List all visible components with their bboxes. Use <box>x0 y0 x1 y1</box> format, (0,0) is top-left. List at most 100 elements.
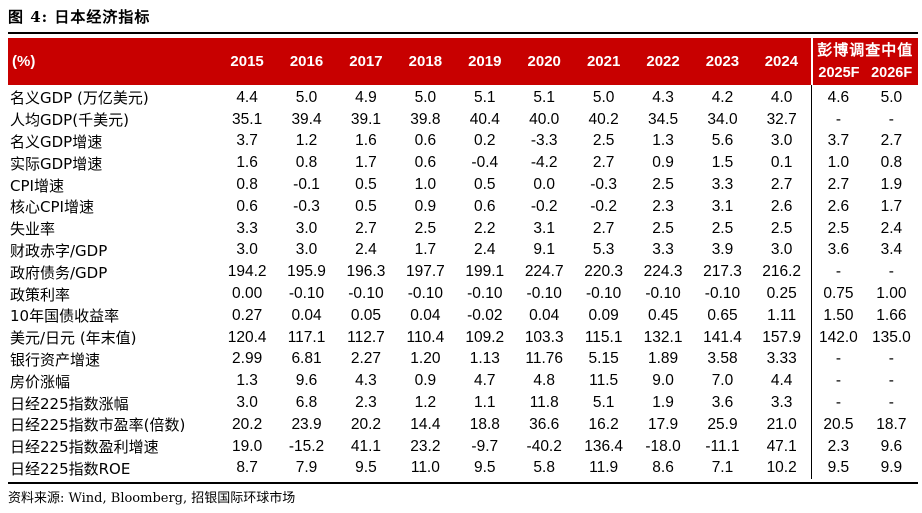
value-cell: -0.3 <box>590 176 617 194</box>
table-row: CPI增速 0.8 -0.1 0.5 1.0 0.5 0.0 -0.3 2.5 3.3 2.7 2.7… <box>8 174 918 196</box>
table-row: 名义GDP增速 3.7 1.2 1.6 0.6 0.2 -3.3 2.5 1.3 5.6 3.0 3.… <box>8 130 918 153</box>
forecast-cell: 1.0 <box>811 152 865 175</box>
table-row: 银行资产增速 2.99 6.81 2.27 1.20 1.13 11.76 5.15 1.89 3… <box>8 348 918 371</box>
row-label: 日经225指数ROE <box>10 459 131 478</box>
value-cell: 0.09 <box>588 306 619 324</box>
value-cell: 40.2 <box>588 110 619 128</box>
value-cell: 3.0 <box>236 241 258 259</box>
forecast-cell: 18.7 <box>876 415 907 433</box>
forecast-cell: 2.3 <box>811 435 865 458</box>
forecast-year-2025F: 2025F <box>818 64 860 81</box>
value-cell: 141.4 <box>703 328 742 346</box>
year-header-2023: 2023 <box>692 38 753 85</box>
value-cell: 3.0 <box>770 132 793 150</box>
value-cell: 34.0 <box>707 110 738 128</box>
value-cell: 3.1 <box>533 219 555 237</box>
value-cell: 0.5 <box>474 176 496 194</box>
value-cell: 4.3 <box>652 88 674 106</box>
value-cell: 11.9 <box>589 459 619 477</box>
value-cell: 0.8 <box>236 176 258 194</box>
forecast-cell: - <box>888 350 894 368</box>
forecast-title: 彭博调查中值 <box>817 41 914 59</box>
value-cell: 1.9 <box>652 394 674 412</box>
value-cell: 2.27 <box>350 350 382 368</box>
table-row: 政府债务/GDP 194.2 195.9 196.3 197.7 199.1 224.7 22… <box>8 261 918 284</box>
value-cell: 115.1 <box>584 328 623 346</box>
value-cell: 136.4 <box>584 437 624 455</box>
value-cell: -4.2 <box>530 154 558 172</box>
value-cell: 40.4 <box>469 110 500 128</box>
table-row: 日经225指数市盈率(倍数) 20.2 23.9 20.2 14.4 18.8 36.6 16… <box>8 413 918 436</box>
value-cell: 0.2 <box>474 132 496 150</box>
forecast-cell: 142.0 <box>811 326 865 349</box>
value-cell: -0.10 <box>348 285 384 303</box>
value-cell: 47.1 <box>766 437 797 455</box>
forecast-cell: 2.4 <box>880 219 903 237</box>
value-cell: 0.27 <box>232 306 263 324</box>
row-label: 房价涨幅 <box>10 372 71 391</box>
value-cell: 14.4 <box>410 415 441 433</box>
value-cell: 1.7 <box>355 154 377 172</box>
value-cell: 9.0 <box>652 372 674 390</box>
forecast-year-2026F: 2026F <box>871 64 913 81</box>
forecast-cell: - <box>811 261 865 284</box>
value-cell: 39.8 <box>410 110 441 128</box>
forecast-cell: 0.8 <box>880 154 903 172</box>
value-cell: 35.1 <box>232 110 263 128</box>
value-cell: 39.4 <box>291 110 322 128</box>
forecast-cell: 9.9 <box>880 459 903 477</box>
row-label: 日经225指数盈利增速 <box>10 438 159 457</box>
value-cell: 112.7 <box>347 328 385 346</box>
value-cell: 224.7 <box>524 263 564 281</box>
value-cell: 2.99 <box>232 350 263 368</box>
value-cell: 0.1 <box>770 154 793 172</box>
table-row: 美元/日元 (年末值) 120.4 117.1 112.7 110.4 109.2 103.… <box>8 326 918 349</box>
value-cell: 6.8 <box>295 394 318 412</box>
year-header-2016: 2016 <box>276 38 337 85</box>
table-row: 失业率 3.3 3.0 2.7 2.5 2.2 3.1 2.7 2.5 2.5 2.5 2.5 2.4 <box>8 217 918 240</box>
value-cell: 2.5 <box>652 176 674 194</box>
value-cell: 0.5 <box>355 197 377 215</box>
value-cell: 2.7 <box>770 176 793 194</box>
value-cell: 11.8 <box>529 394 559 412</box>
value-cell: 11.76 <box>525 350 564 368</box>
value-cell: 3.0 <box>236 394 258 412</box>
forecast-cell: 2.5 <box>811 217 865 240</box>
value-cell: 39.1 <box>350 110 382 128</box>
row-label: 日经225指数涨幅 <box>10 394 129 413</box>
value-cell: 11.5 <box>589 372 619 390</box>
value-cell: 157.9 <box>762 328 802 346</box>
value-cell: 5.1 <box>592 394 615 412</box>
value-cell: 2.5 <box>711 219 734 237</box>
value-cell: -0.2 <box>590 197 617 215</box>
value-cell: 3.3 <box>770 394 793 412</box>
value-cell: -9.7 <box>471 437 499 455</box>
value-cell: 4.9 <box>355 88 377 106</box>
forecast-cell: 9.6 <box>880 437 903 455</box>
row-label: 名义GDP (万亿美元) <box>10 89 149 108</box>
forecast-cell: 20.5 <box>811 413 865 436</box>
value-cell: 0.6 <box>236 197 258 215</box>
value-cell: 2.4 <box>355 241 377 259</box>
value-cell: 0.04 <box>410 306 441 324</box>
value-cell: 1.0 <box>414 176 437 194</box>
bottom-rule <box>8 482 918 484</box>
value-cell: 4.4 <box>770 372 793 390</box>
table-row: 人均GDP(千美元) 35.1 39.4 39.1 39.8 40.4 40.0 40.2 34… <box>8 108 918 131</box>
economic-indicators-table: (%) 2015 2016 2017 2018 2019 2020 2021 2022 2023… <box>8 38 918 480</box>
value-cell: 103.3 <box>524 328 564 346</box>
value-cell: 195.9 <box>287 263 326 281</box>
value-cell: 2.5 <box>414 219 437 237</box>
row-label: 银行资产增速 <box>10 350 101 369</box>
value-cell: 2.5 <box>770 219 793 237</box>
value-cell: 8.6 <box>652 459 674 477</box>
value-cell: 196.3 <box>346 263 386 281</box>
forecast-cell: 0.75 <box>811 283 865 305</box>
value-cell: 1.2 <box>295 132 318 150</box>
value-cell: 3.0 <box>770 241 793 259</box>
value-cell: 5.6 <box>711 132 734 150</box>
value-cell: -0.10 <box>526 285 562 303</box>
forecast-cell: 135.0 <box>871 328 911 346</box>
value-cell: 3.0 <box>295 219 318 237</box>
value-cell: 23.2 <box>410 437 441 455</box>
